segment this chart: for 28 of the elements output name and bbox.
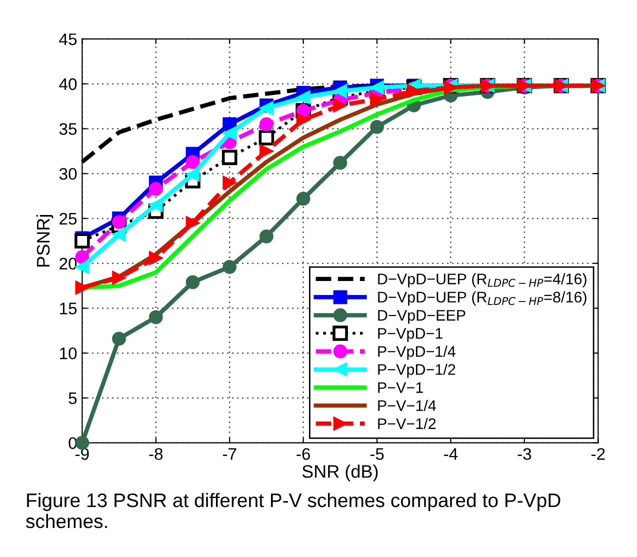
y-axis-title: PSNRj bbox=[36, 215, 54, 267]
legend-label: D−VpD−UEP (R$_{LDPC−HP}$=4/16) bbox=[378, 273, 586, 288]
caption: Figure 13 PSNR at different P-V schemes compared to P-VpD schemes. bbox=[26, 492, 560, 528]
legend-label: D−VpD−EEP bbox=[378, 310, 466, 324]
y-tick-label: 5 bbox=[68, 392, 77, 404]
x-tick-label: -8 bbox=[149, 448, 163, 460]
legend-label: D−VpD−UEP (R$_{LDPC−HP}$=8/16) bbox=[378, 291, 586, 306]
y-tick-label: 25 bbox=[60, 212, 77, 225]
x-tick-label: -2 bbox=[591, 448, 605, 460]
y-tick-label: 35 bbox=[59, 123, 77, 135]
y-tick-label: 40 bbox=[59, 78, 77, 90]
x-tick-label: -5 bbox=[370, 448, 384, 460]
legend-label: P−V−1/2 bbox=[378, 418, 436, 430]
y-tick-label: 10 bbox=[60, 347, 77, 360]
legend-label: P−VpD−1 bbox=[378, 328, 442, 342]
y-tick-label: 15 bbox=[60, 302, 77, 314]
x-axis-title: SNR (dB) bbox=[302, 464, 378, 482]
y-tick-label: 45 bbox=[59, 34, 77, 46]
x-tick-label: -6 bbox=[296, 448, 310, 460]
y-tick-label: 20 bbox=[60, 258, 77, 270]
legend-label: P−VpD−1/4 bbox=[378, 346, 456, 360]
x-tick-label: -3 bbox=[518, 448, 532, 460]
y-tick-label: 30 bbox=[59, 168, 77, 180]
legend-label: P−VpD−1/2 bbox=[378, 364, 456, 378]
x-tick-label: -7 bbox=[222, 448, 236, 460]
legend-label: P−V−1/4 bbox=[378, 400, 436, 412]
x-tick-label: -4 bbox=[444, 448, 458, 460]
legend-label: P−V−1 bbox=[378, 382, 423, 393]
